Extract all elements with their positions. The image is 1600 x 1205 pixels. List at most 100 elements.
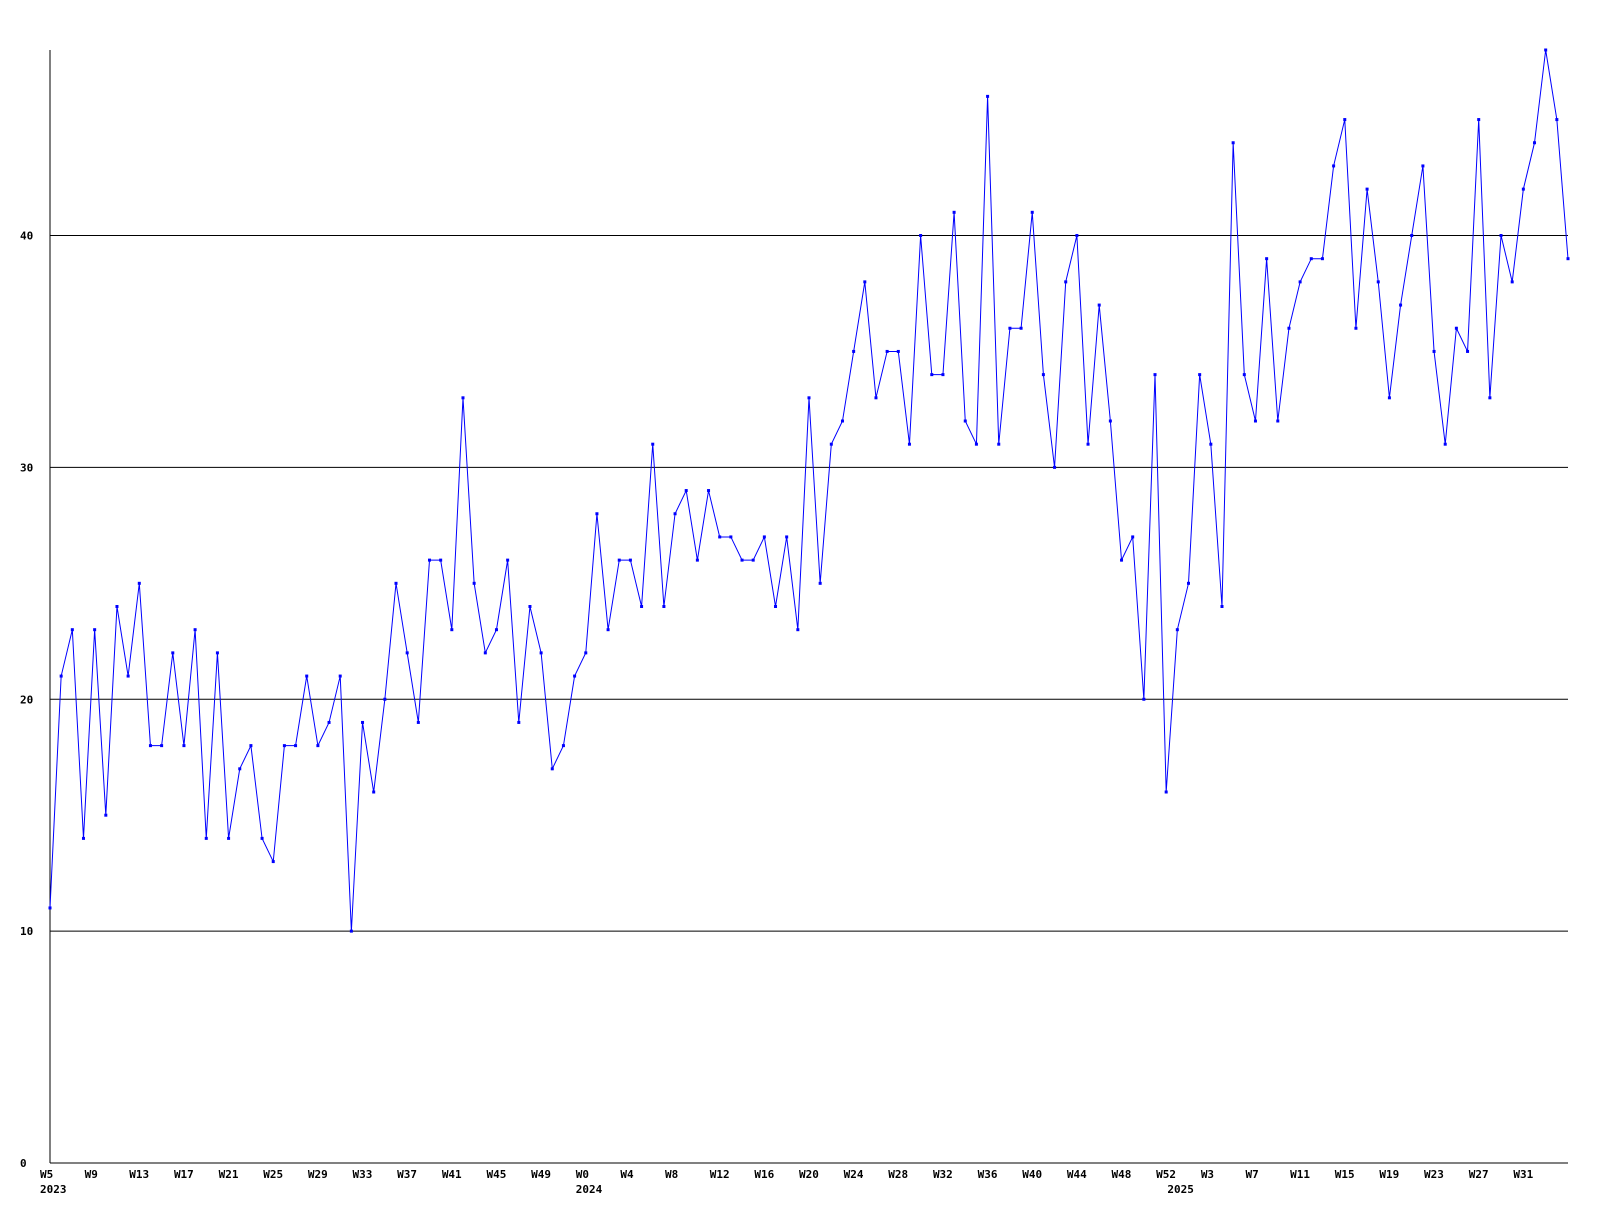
data-point bbox=[1309, 257, 1313, 261]
data-point bbox=[1555, 118, 1559, 122]
data-point bbox=[517, 720, 521, 724]
x-tick-label: W12 bbox=[710, 1168, 730, 1181]
x-tick-label: W21 bbox=[219, 1168, 239, 1181]
x-tick-label: W49 bbox=[531, 1168, 551, 1181]
data-point bbox=[1421, 164, 1425, 168]
label-layer: 0 10 20 30 40 W5 W9 W13 W17 W21 W25 W29 W33 W37 W41 W45… bbox=[20, 230, 1534, 1197]
data-point bbox=[70, 628, 74, 632]
x-tick-label: W0 bbox=[576, 1168, 589, 1181]
data-point bbox=[617, 558, 621, 562]
x-tick-label: W5 bbox=[40, 1168, 53, 1181]
data-point bbox=[1053, 465, 1057, 469]
data-point bbox=[349, 929, 353, 933]
data-point bbox=[1120, 558, 1124, 562]
data-point bbox=[762, 535, 766, 539]
x-tick-label: W17 bbox=[174, 1168, 194, 1181]
data-point bbox=[707, 489, 711, 493]
data-point bbox=[81, 836, 85, 840]
y-tick-label-30: 30 bbox=[20, 461, 33, 474]
data-point bbox=[907, 442, 911, 446]
x-tick-label: W20 bbox=[799, 1168, 819, 1181]
x-tick-label: W3 bbox=[1201, 1168, 1214, 1181]
x-tick-label: W4 bbox=[620, 1168, 634, 1181]
data-point bbox=[148, 744, 152, 748]
data-point bbox=[215, 651, 219, 655]
data-point bbox=[1566, 257, 1570, 261]
data-point bbox=[919, 234, 923, 237]
data-point bbox=[1387, 396, 1391, 400]
data-point bbox=[137, 581, 141, 585]
data-point bbox=[294, 744, 298, 748]
data-point bbox=[282, 744, 286, 748]
data-point bbox=[606, 628, 610, 632]
data-point bbox=[1466, 349, 1470, 353]
x-tick-label: W9 bbox=[85, 1168, 98, 1181]
data-point bbox=[863, 280, 867, 284]
data-point bbox=[1175, 628, 1179, 632]
data-point bbox=[506, 558, 510, 562]
series-line bbox=[49, 49, 1569, 932]
x-tick-label: W52 bbox=[1156, 1168, 1176, 1181]
data-point bbox=[1253, 419, 1257, 423]
data-point bbox=[1142, 697, 1146, 701]
x-tick-label: W37 bbox=[397, 1168, 417, 1181]
x-tick-label: W16 bbox=[754, 1168, 774, 1181]
data-point bbox=[439, 558, 443, 562]
y-tick-label-0: 0 bbox=[20, 1157, 27, 1170]
y-tick-label-40: 40 bbox=[20, 230, 33, 243]
data-point bbox=[1019, 326, 1023, 330]
data-point bbox=[1265, 257, 1269, 261]
data-point bbox=[204, 836, 208, 840]
x-tick-label: W32 bbox=[933, 1168, 953, 1181]
data-point bbox=[182, 744, 186, 748]
data-point bbox=[550, 767, 554, 771]
year-label: 2024 bbox=[576, 1183, 603, 1196]
data-point bbox=[93, 628, 97, 632]
data-point bbox=[428, 558, 431, 562]
data-point bbox=[874, 396, 878, 400]
data-point bbox=[1354, 326, 1358, 330]
x-tick-label: W29 bbox=[308, 1168, 328, 1181]
data-point bbox=[718, 535, 722, 539]
data-point bbox=[1510, 280, 1514, 284]
data-point bbox=[997, 442, 1001, 446]
data-point bbox=[450, 628, 454, 632]
x-tick-label: W48 bbox=[1112, 1168, 1132, 1181]
data-point bbox=[1499, 234, 1503, 237]
x-tick-label: W41 bbox=[442, 1168, 462, 1181]
data-point bbox=[785, 535, 789, 539]
data-point bbox=[941, 373, 945, 377]
data-point bbox=[640, 605, 644, 608]
data-point bbox=[684, 489, 688, 493]
data-point bbox=[1276, 419, 1280, 423]
year-label: 2025 bbox=[1167, 1183, 1194, 1196]
data-point bbox=[1488, 396, 1492, 400]
data-point bbox=[316, 744, 320, 748]
data-point bbox=[115, 605, 119, 608]
x-tick-label: W7 bbox=[1245, 1168, 1258, 1181]
data-point bbox=[695, 558, 699, 562]
data-point bbox=[628, 558, 632, 562]
data-point bbox=[539, 651, 543, 655]
data-point bbox=[372, 790, 376, 794]
data-point bbox=[796, 628, 800, 632]
data-point bbox=[48, 906, 52, 910]
data-point bbox=[1008, 326, 1012, 330]
data-point bbox=[1198, 373, 1202, 377]
data-point bbox=[227, 836, 231, 840]
x-tick-label: W31 bbox=[1513, 1168, 1533, 1181]
x-tick-label: W24 bbox=[844, 1168, 864, 1181]
data-point bbox=[840, 419, 844, 423]
x-tick-label: W23 bbox=[1424, 1168, 1444, 1181]
data-point bbox=[338, 674, 342, 678]
data-point bbox=[126, 674, 130, 678]
data-point bbox=[1220, 605, 1224, 608]
data-point bbox=[305, 674, 309, 678]
data-point bbox=[1521, 187, 1525, 191]
data-point bbox=[1320, 257, 1324, 261]
data-point bbox=[1086, 442, 1090, 446]
data-point bbox=[1343, 118, 1347, 122]
data-point bbox=[104, 813, 108, 817]
data-point bbox=[1131, 535, 1135, 539]
